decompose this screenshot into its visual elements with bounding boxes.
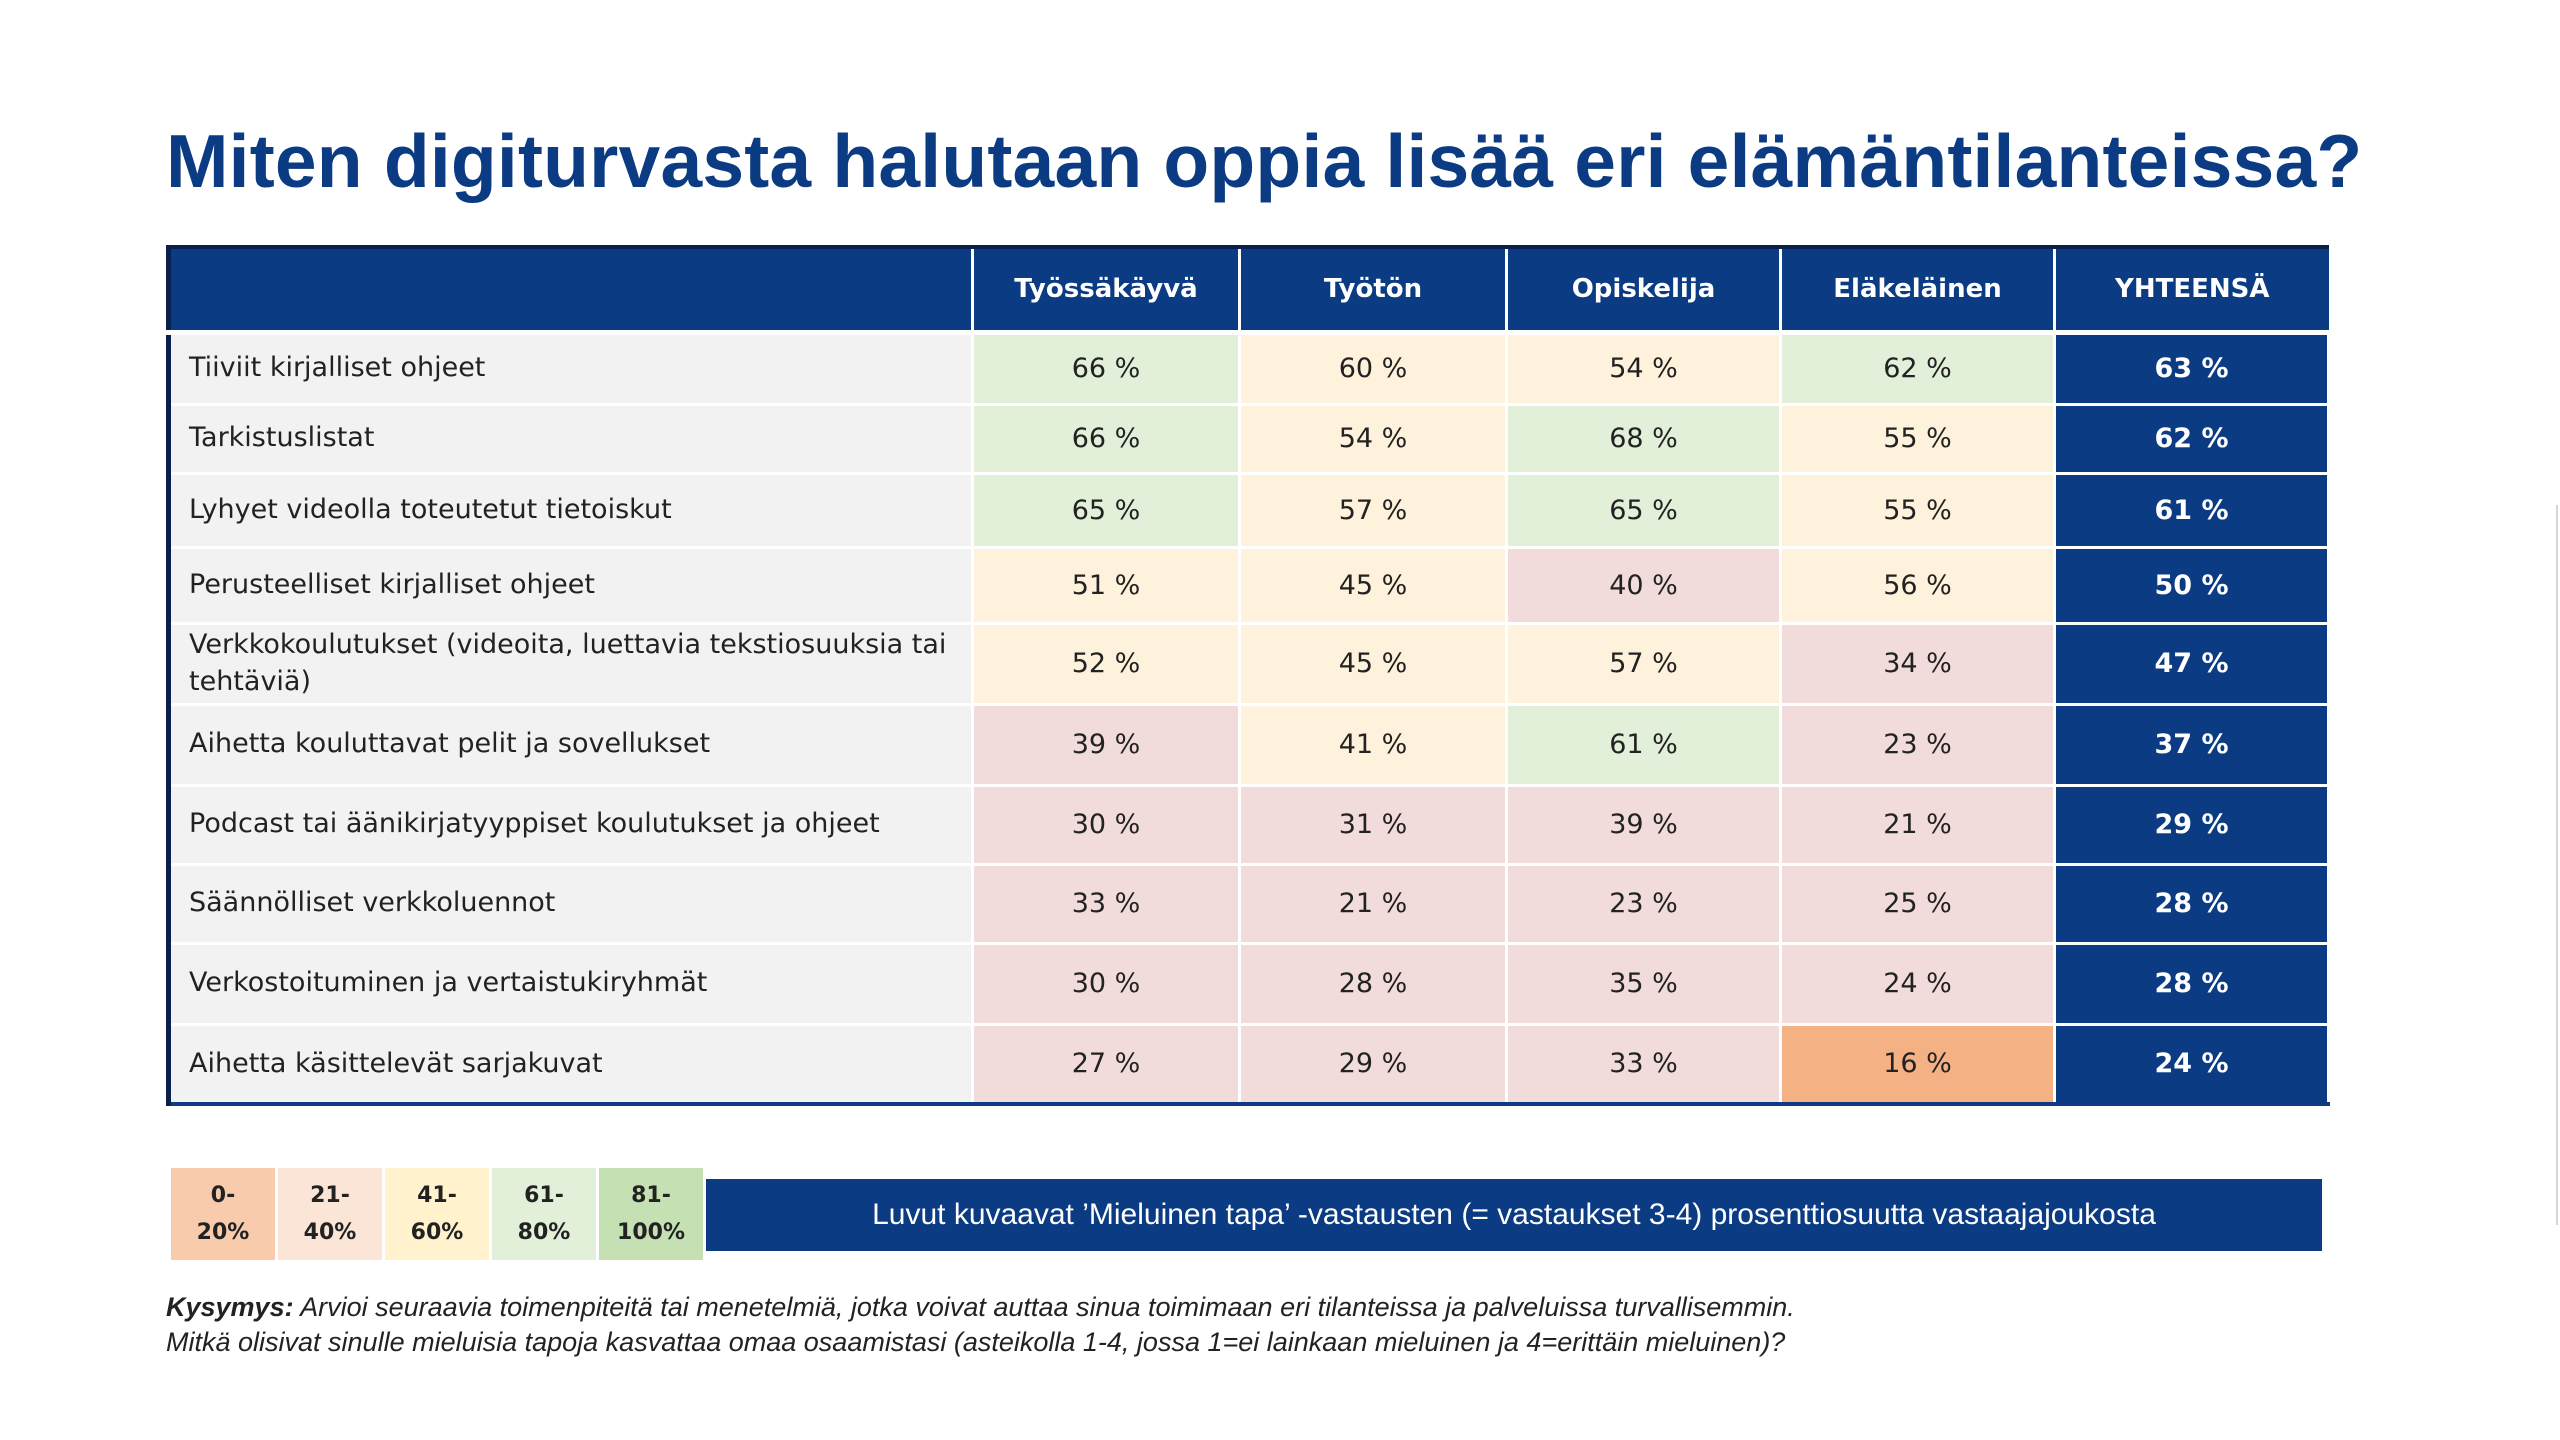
value-cell: 66 % xyxy=(971,402,1241,475)
value-cell: 35 % xyxy=(1505,941,1782,1026)
value-cell: 33 % xyxy=(1505,1022,1782,1106)
value-cell: 55 % xyxy=(1779,402,2056,475)
value-cell: 21 % xyxy=(1779,783,2056,866)
value-cell: 52 % xyxy=(971,621,1241,706)
value-cell: 57 % xyxy=(1238,471,1508,549)
table-row: Verkostoituminen ja vertaistukiryhmät 30 … xyxy=(166,941,2330,1026)
total-cell: 24 % xyxy=(2053,1022,2330,1106)
value-cell: 29 % xyxy=(1238,1022,1508,1106)
value-cell: 56 % xyxy=(1779,545,2056,625)
table-row: Tarkistuslistat 66 % 54 % 68 % 55 % 62 % xyxy=(166,402,2330,475)
legend-item: 81- 100% xyxy=(599,1168,703,1260)
value-cell: 24 % xyxy=(1779,941,2056,1026)
value-cell: 39 % xyxy=(971,702,1241,787)
value-cell: 62 % xyxy=(1779,330,2056,406)
value-cell: 34 % xyxy=(1779,621,2056,706)
value-cell: 54 % xyxy=(1238,402,1508,475)
column-header: YHTEENSÄ xyxy=(2053,247,2329,335)
value-cell: 61 % xyxy=(1505,702,1782,787)
value-cell: 65 % xyxy=(971,471,1241,549)
row-label: Verkkokoulutukset (videoita, luettavia t… xyxy=(166,621,974,706)
total-cell: 47 % xyxy=(2053,621,2330,706)
table-row: Tiiviit kirjalliset ohjeet 66 % 60 % 54 % 62… xyxy=(166,330,2330,406)
row-label: Lyhyet videolla toteutetut tietoiskut xyxy=(166,471,974,549)
value-cell: 23 % xyxy=(1505,862,1782,945)
total-cell: 61 % xyxy=(2053,471,2330,549)
value-cell: 25 % xyxy=(1779,862,2056,945)
value-cell: 55 % xyxy=(1779,471,2056,549)
value-cell: 45 % xyxy=(1238,545,1508,625)
note-banner: Luvut kuvaavat ’Mieluinen tapa’ -vastaus… xyxy=(706,1179,2322,1251)
table-row: Säännölliset verkkoluennot 33 % 21 % 23 % 25… xyxy=(166,862,2330,945)
row-label: Aihetta kouluttavat pelit ja sovellukset xyxy=(166,702,974,787)
total-cell: 28 % xyxy=(2053,862,2330,945)
total-cell: 28 % xyxy=(2053,941,2330,1026)
value-cell: 31 % xyxy=(1238,783,1508,866)
question-line-2: Mitkä olisivat sinulle mieluisia tapoja … xyxy=(166,1327,1786,1358)
column-header: Työssäkäyvä xyxy=(971,247,1240,335)
results-table: Työssäkäyvä Työtön Opiskelija Eläkeläine… xyxy=(166,245,2330,1106)
question-prefix: Kysymys: xyxy=(166,1292,294,1322)
value-cell: 45 % xyxy=(1238,621,1508,706)
value-cell: 66 % xyxy=(971,330,1241,406)
row-label: Säännölliset verkkoluennot xyxy=(166,862,974,945)
column-header: Eläkeläinen xyxy=(1779,247,2055,335)
total-cell: 50 % xyxy=(2053,545,2330,625)
scrollbar-track[interactable] xyxy=(2556,505,2558,1225)
color-legend: 0- 20% 21- 40% 41- 60% 61- 80% 81- 100% xyxy=(171,1168,703,1260)
value-cell: 40 % xyxy=(1505,545,1782,625)
table-row: Lyhyet videolla toteutetut tietoiskut 65 … xyxy=(166,471,2330,549)
table-row: Verkkokoulutukset (videoita, luettavia t… xyxy=(166,621,2330,706)
question-line-1: Arvioi seuraavia toimenpiteitä tai menet… xyxy=(293,1292,1795,1322)
total-cell: 29 % xyxy=(2053,783,2330,866)
column-header: Opiskelija xyxy=(1505,247,1781,335)
legend-item: 61- 80% xyxy=(492,1168,596,1260)
legend-item: 0- 20% xyxy=(171,1168,275,1260)
table-row: Podcast tai äänikirjatyyppiset koulutuks… xyxy=(166,783,2330,866)
value-cell: 65 % xyxy=(1505,471,1782,549)
value-cell: 57 % xyxy=(1505,621,1782,706)
value-cell: 23 % xyxy=(1779,702,2056,787)
header-blank-cell xyxy=(166,247,973,335)
value-cell: 51 % xyxy=(971,545,1241,625)
column-header: Työtön xyxy=(1238,247,1507,335)
table-header-row: Työssäkäyvä Työtön Opiskelija Eläkeläine… xyxy=(166,247,2329,335)
value-cell: 68 % xyxy=(1505,402,1782,475)
total-cell: 63 % xyxy=(2053,330,2330,406)
row-label: Podcast tai äänikirjatyyppiset koulutuks… xyxy=(166,783,974,866)
value-cell: 30 % xyxy=(971,783,1241,866)
value-cell: 27 % xyxy=(971,1022,1241,1106)
legend-item: 41- 60% xyxy=(385,1168,489,1260)
row-label: Tiiviit kirjalliset ohjeet xyxy=(166,330,974,406)
row-label: Perusteelliset kirjalliset ohjeet xyxy=(166,545,974,625)
table-row: Aihetta käsittelevät sarjakuvat 27 % 29 % 3… xyxy=(166,1022,2330,1106)
survey-question: Kysymys: Arvioi seuraavia toimenpiteitä … xyxy=(166,1290,2366,1360)
row-label: Tarkistuslistat xyxy=(166,402,974,475)
row-label: Verkostoituminen ja vertaistukiryhmät xyxy=(166,941,974,1026)
value-cell: 21 % xyxy=(1238,862,1508,945)
legend-item: 21- 40% xyxy=(278,1168,382,1260)
value-cell: 60 % xyxy=(1238,330,1508,406)
value-cell: 28 % xyxy=(1238,941,1508,1026)
value-cell: 33 % xyxy=(971,862,1241,945)
total-cell: 37 % xyxy=(2053,702,2330,787)
value-cell: 30 % xyxy=(971,941,1241,1026)
value-cell: 16 % xyxy=(1779,1022,2056,1106)
value-cell: 39 % xyxy=(1505,783,1782,866)
table-row: Aihetta kouluttavat pelit ja sovellukset… xyxy=(166,702,2330,787)
page-title: Miten digiturvasta halutaan oppia lisää … xyxy=(166,119,2363,203)
row-label: Aihetta käsittelevät sarjakuvat xyxy=(166,1022,974,1106)
value-cell: 54 % xyxy=(1505,330,1782,406)
total-cell: 62 % xyxy=(2053,402,2330,475)
value-cell: 41 % xyxy=(1238,702,1508,787)
table-row: Perusteelliset kirjalliset ohjeet 51 % 45 … xyxy=(166,545,2330,625)
